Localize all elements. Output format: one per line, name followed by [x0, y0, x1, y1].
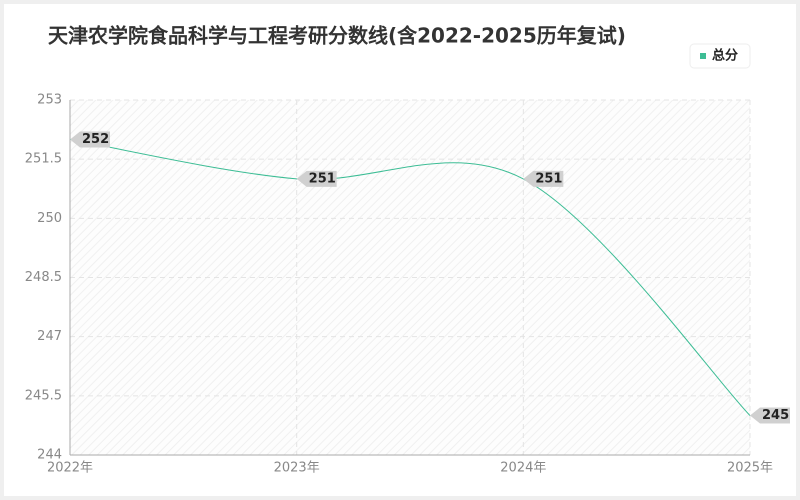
y-tick-label: 248.5 — [25, 270, 62, 285]
data-label: 252 — [82, 132, 109, 147]
label-bg — [750, 407, 790, 424]
y-tick-label: 245.5 — [25, 388, 62, 403]
x-tick-label: 2024年 — [500, 461, 546, 476]
label-bg — [70, 131, 110, 148]
data-label: 251 — [535, 171, 562, 186]
x-tick-label: 2023年 — [274, 461, 320, 476]
x-tick-label: 2025年 — [727, 461, 773, 476]
y-tick-label: 250 — [37, 211, 62, 226]
plot-area — [70, 100, 750, 455]
legend-label: 总分 — [712, 48, 738, 64]
legend-box — [689, 43, 751, 69]
label-bg — [523, 170, 564, 187]
y-tick-label: 251.5 — [25, 152, 62, 167]
data-label: 245 — [762, 408, 789, 423]
label-bg — [296, 170, 337, 187]
y-tick-label: 244 — [37, 448, 62, 463]
legend-swatch — [700, 53, 706, 59]
line — [69, 138, 751, 416]
x-tick-label: 2022年 — [47, 461, 93, 476]
y-tick-label: 253 — [37, 93, 62, 108]
y-tick-label: 247 — [37, 329, 62, 344]
chart-title: 天津农学院食品科学与工程考研分数线(含2022-2025历年复试) — [48, 24, 626, 48]
legend[interactable]: 总分 — [689, 43, 751, 69]
data-label: 251 — [309, 171, 336, 186]
